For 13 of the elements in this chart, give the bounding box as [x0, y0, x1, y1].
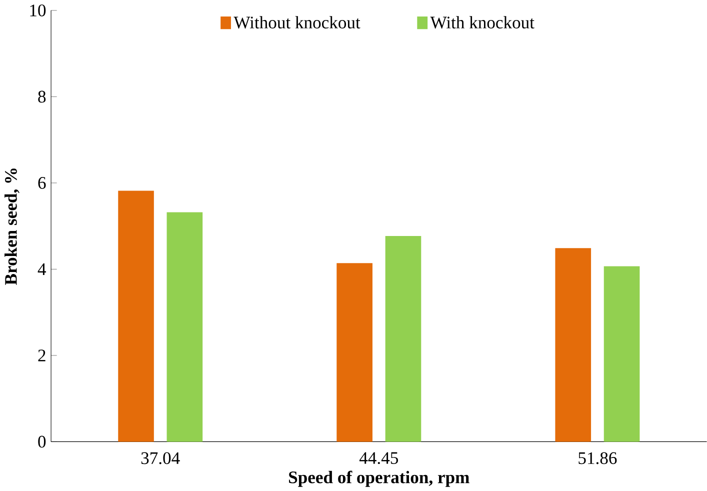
x-axis-title: Speed of operation, rpm — [289, 470, 470, 487]
x-tick-label: 44.45 — [359, 452, 398, 464]
x-tick-label: 37.04 — [141, 452, 180, 464]
y-tick-label: 6 — [38, 176, 46, 189]
legend-label: Without knockout — [234, 16, 360, 28]
y-tick-label: 2 — [38, 349, 46, 362]
y-tick-label: 8 — [38, 90, 46, 102]
y-axis-title: Broken seed, % — [4, 168, 20, 285]
y-tick-label: 4 — [38, 263, 46, 275]
x-tick-label: 51.86 — [578, 452, 617, 464]
y-tick-label: 0 — [38, 436, 46, 448]
y-tick-label: 10 — [30, 4, 46, 16]
legend-label: With knockout — [430, 16, 534, 28]
